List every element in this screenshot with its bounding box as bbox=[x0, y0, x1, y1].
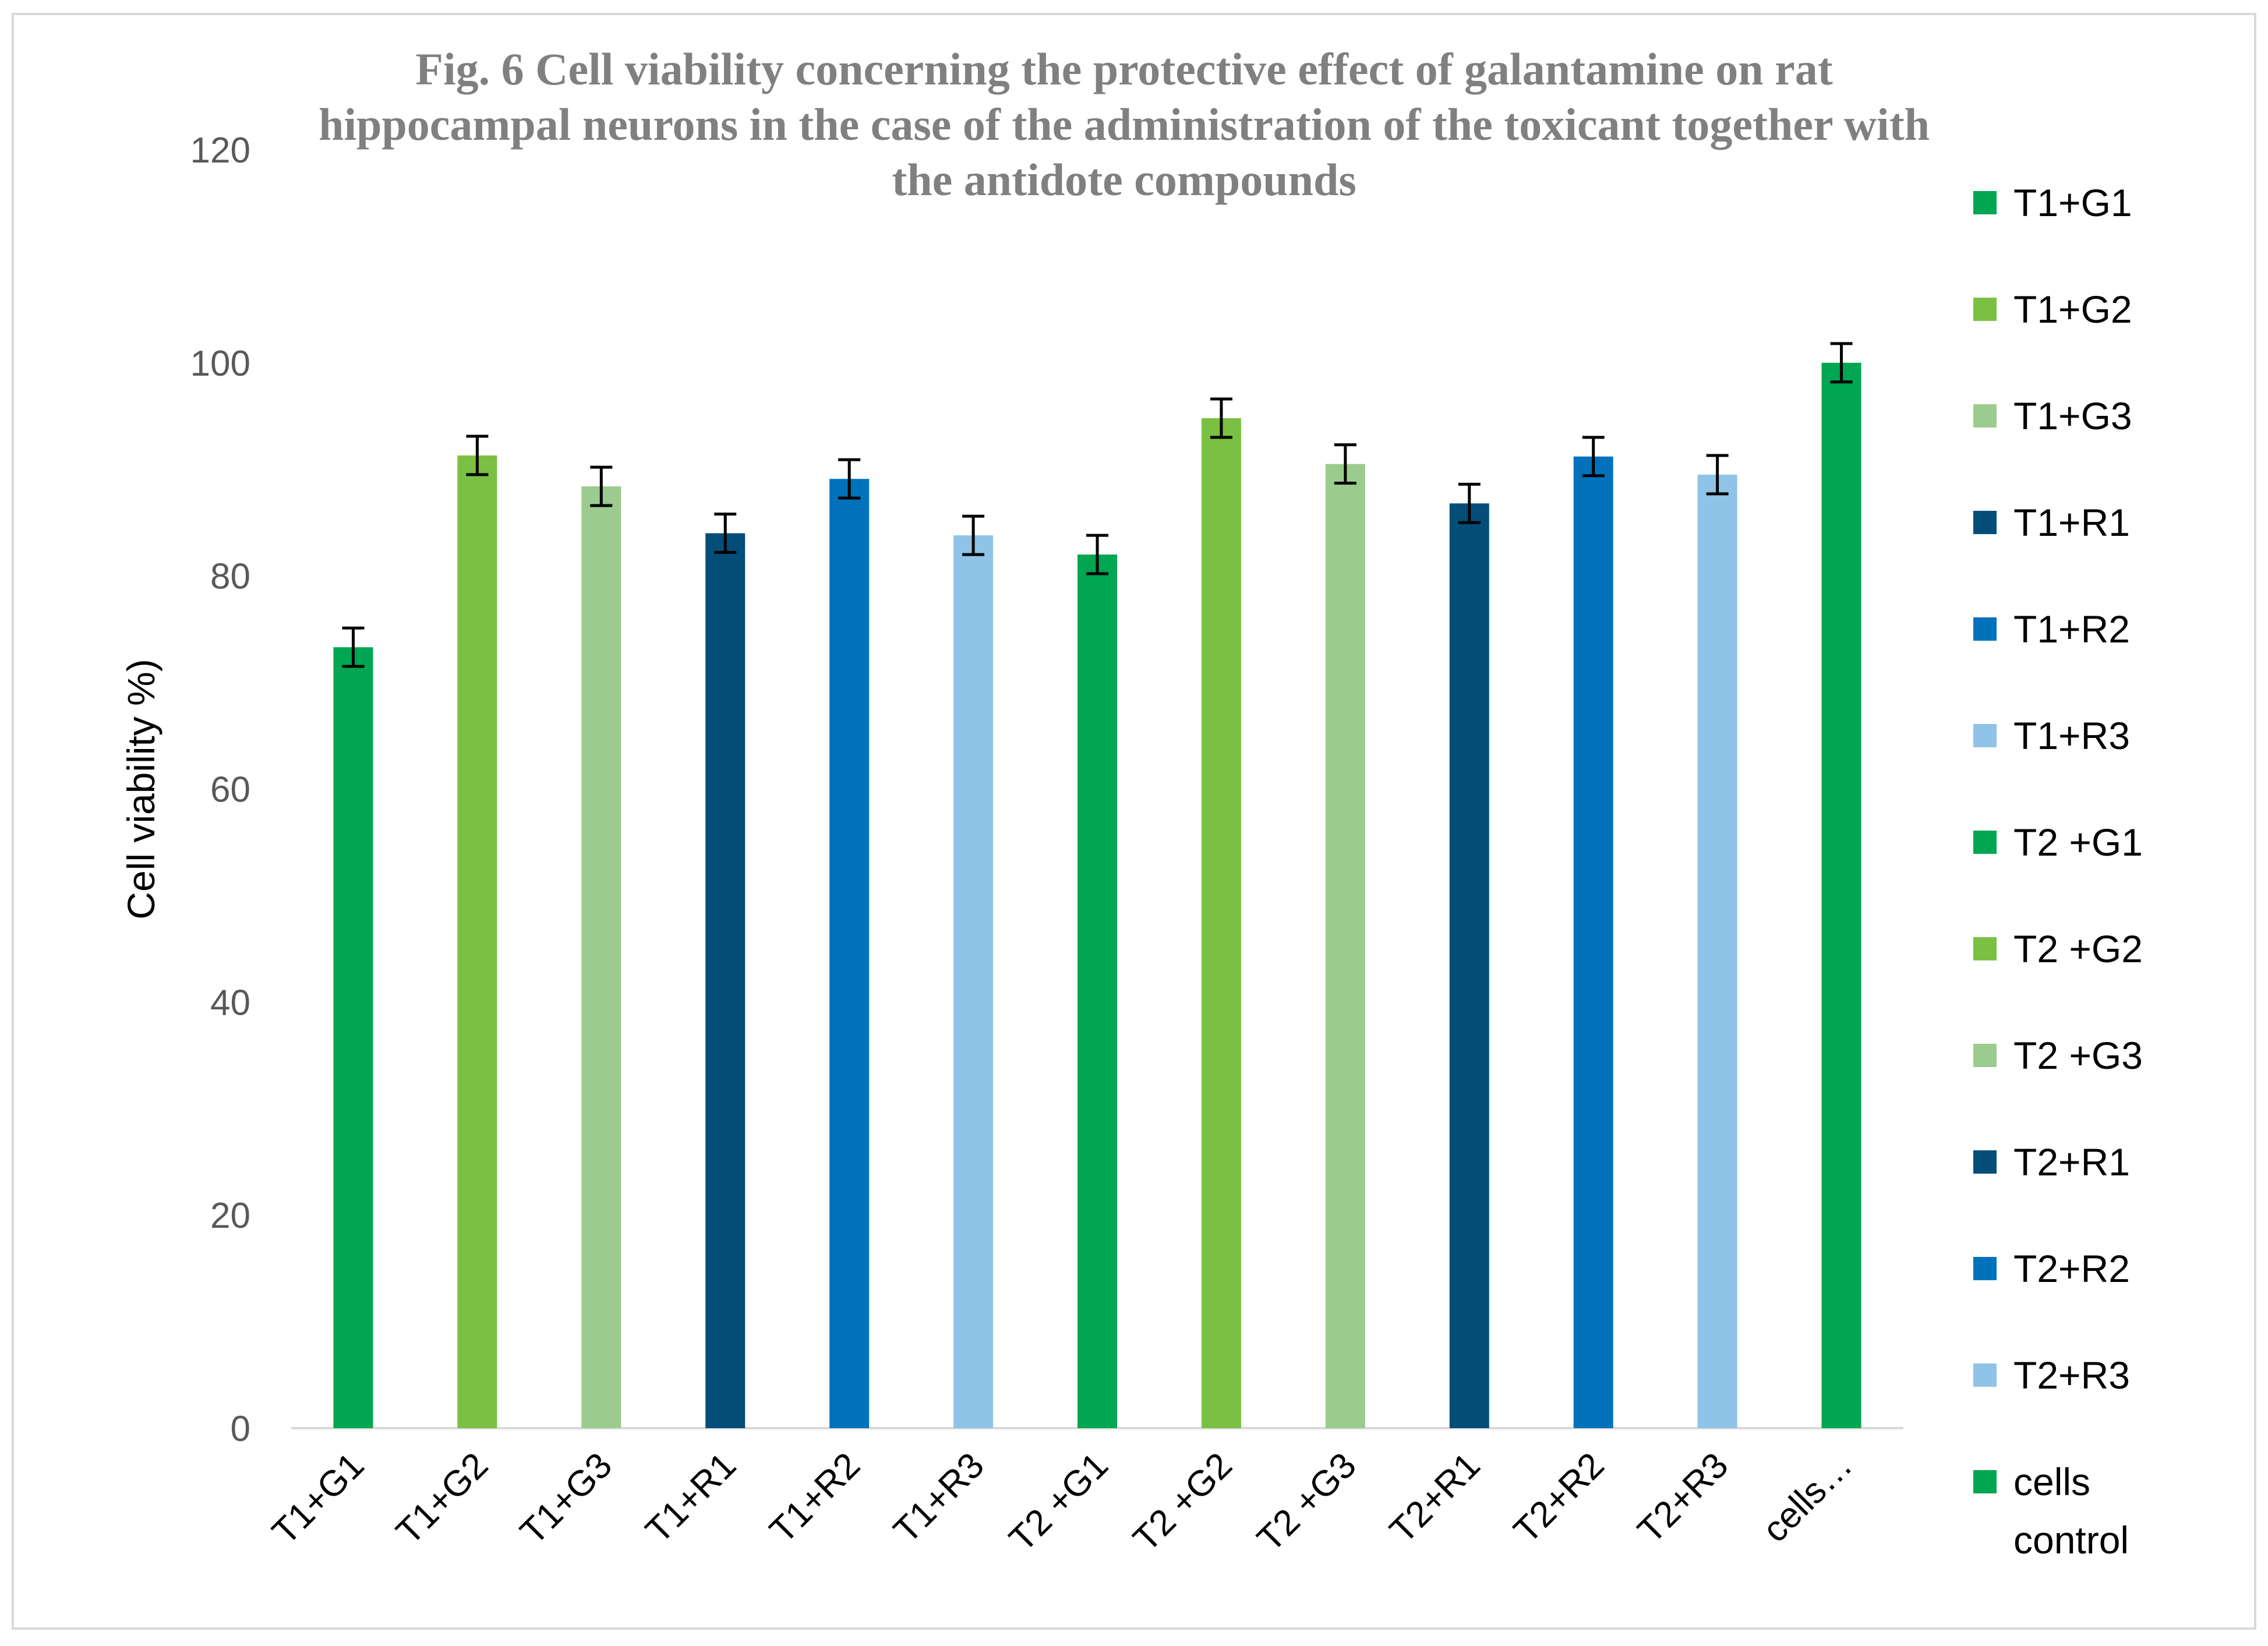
legend-label: T1+G3 bbox=[2013, 394, 2132, 437]
legend-label: T2 +G2 bbox=[2013, 927, 2143, 970]
legend-item: T1+R2 bbox=[1973, 607, 2130, 651]
legend-label: T2 +G1 bbox=[2013, 821, 2143, 864]
error-bar bbox=[1582, 436, 1605, 478]
legend-label: control bbox=[2013, 1518, 2129, 1562]
bar bbox=[953, 535, 994, 1428]
legend-label: T2+R1 bbox=[2013, 1140, 2130, 1184]
bar bbox=[829, 479, 870, 1428]
legend: T1+G1 T1+G2 T1+G3 T1+R1 T1+R2 T1+R3 T2 +G1 T2 +… bbox=[1973, 181, 2143, 1562]
error-bar bbox=[838, 458, 861, 500]
legend-label: T1+R2 bbox=[2013, 607, 2130, 651]
legend-label: T2 +G3 bbox=[2013, 1034, 2143, 1077]
legend-swatch bbox=[1973, 937, 1997, 960]
legend-swatch bbox=[1973, 298, 1997, 321]
legend-item: T2+R3 bbox=[1973, 1354, 2130, 1397]
legend-item: T2 +G3 bbox=[1973, 1034, 2143, 1077]
legend-swatch bbox=[1973, 191, 1997, 214]
bar bbox=[1201, 418, 1241, 1429]
chart-title-line: hippocampal neurons in the case of the a… bbox=[319, 99, 1930, 150]
legend-swatch bbox=[1973, 1470, 1997, 1493]
legend-item: T1+G1 bbox=[1973, 181, 2132, 224]
error-bar bbox=[962, 514, 985, 556]
y-tick-label: 100 bbox=[190, 344, 250, 384]
legend-swatch bbox=[1973, 617, 1997, 641]
legend-item: T1+G2 bbox=[1973, 288, 2132, 331]
legend-swatch bbox=[1973, 1257, 1997, 1280]
bar bbox=[1573, 456, 1613, 1428]
legend-swatch bbox=[1973, 831, 1997, 854]
error-bar bbox=[590, 465, 613, 507]
error-bar bbox=[1086, 534, 1108, 575]
error-bar bbox=[466, 435, 489, 476]
y-tick-label: 20 bbox=[210, 1196, 250, 1236]
error-bar bbox=[714, 513, 737, 554]
y-tick-label: 0 bbox=[231, 1409, 250, 1449]
legend-swatch bbox=[1973, 1364, 1997, 1387]
bar bbox=[705, 533, 746, 1428]
error-bar bbox=[1458, 482, 1481, 524]
bar bbox=[1821, 362, 1861, 1429]
legend-label: T2+R3 bbox=[2013, 1354, 2130, 1397]
legend-swatch bbox=[1973, 511, 1997, 534]
legend-item: T2+R2 bbox=[1973, 1247, 2130, 1290]
bar bbox=[333, 647, 373, 1428]
error-bar bbox=[1210, 397, 1232, 439]
legend-item: T2 +G2 bbox=[1973, 927, 2143, 970]
chart-title-line: Fig. 6 Cell viability concerning the pro… bbox=[415, 44, 1832, 94]
error-bar bbox=[1830, 342, 1853, 384]
y-tick-label: 40 bbox=[210, 983, 250, 1023]
y-axis-ticks: 0 20 40 60 80 100 120 bbox=[190, 130, 250, 1449]
legend-label: T1+R1 bbox=[2013, 501, 2130, 544]
error-bar bbox=[1706, 454, 1729, 496]
y-tick-label: 80 bbox=[210, 557, 250, 597]
chart-border bbox=[12, 13, 2256, 1630]
legend-swatch bbox=[1973, 1044, 1997, 1067]
bar bbox=[1325, 464, 1365, 1428]
bar bbox=[1078, 554, 1117, 1429]
legend-swatch bbox=[1973, 1150, 1997, 1174]
y-axis-label: Cell viability %) bbox=[119, 659, 162, 919]
bar bbox=[1449, 503, 1489, 1428]
legend-label: T1+G2 bbox=[2013, 288, 2132, 331]
legend-label: T1+G1 bbox=[2013, 181, 2132, 224]
error-bar bbox=[1334, 443, 1356, 485]
bar bbox=[581, 486, 621, 1429]
legend-item: T1+G3 bbox=[1973, 394, 2132, 437]
error-bar bbox=[342, 626, 365, 668]
legend-item: T2 +G1 bbox=[1973, 821, 2143, 864]
bar bbox=[457, 455, 497, 1428]
legend-item: T2+R1 bbox=[1973, 1140, 2130, 1184]
bar bbox=[1697, 474, 1737, 1429]
legend-swatch bbox=[1973, 404, 1997, 428]
chart-title-line: the antidote compounds bbox=[892, 154, 1356, 205]
bars bbox=[333, 362, 1861, 1429]
legend-item: cells control bbox=[1973, 1460, 2129, 1562]
legend-label: T2+R2 bbox=[2013, 1247, 2130, 1290]
y-axis-title: Cell viability %) bbox=[119, 659, 162, 919]
y-tick-label: 60 bbox=[210, 770, 250, 810]
legend-label: cells bbox=[2013, 1460, 2090, 1503]
legend-item: T1+R1 bbox=[1973, 501, 2130, 544]
y-tick-label: 120 bbox=[190, 130, 250, 171]
legend-label: T1+R3 bbox=[2013, 714, 2130, 757]
legend-swatch bbox=[1973, 724, 1997, 747]
legend-item: T1+R3 bbox=[1973, 714, 2130, 757]
error-bars bbox=[342, 342, 1853, 668]
chart-title: Fig. 6 Cell viability concerning the pro… bbox=[319, 44, 1930, 205]
